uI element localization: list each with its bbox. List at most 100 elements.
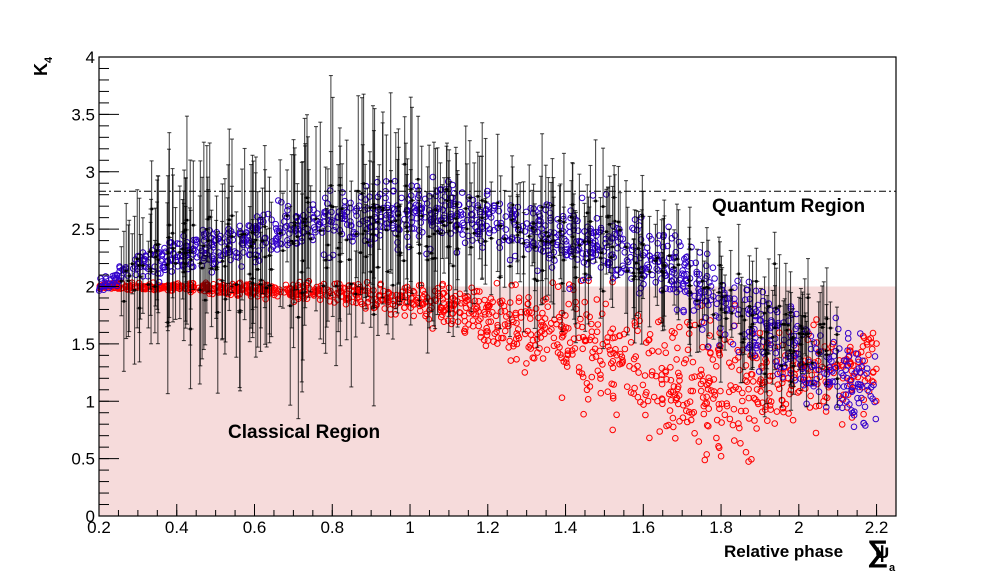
error-bar-point: [833, 306, 840, 363]
data-point: [794, 389, 802, 396]
error-bar-point: [600, 147, 607, 266]
error-bar-point: [710, 289, 717, 340]
data-point: [473, 302, 480, 310]
data-point: [840, 372, 847, 379]
data-point: [604, 388, 612, 396]
data-point: [609, 395, 617, 402]
x-axis-title-symbol: ∑: [867, 535, 888, 568]
data-point: [687, 416, 695, 424]
error-bar-point: [299, 193, 306, 393]
error-bar-point: [290, 139, 297, 349]
error-bar-point: [252, 172, 259, 308]
data-point: [785, 410, 792, 417]
data-point: [852, 350, 860, 357]
data-point: [270, 243, 277, 250]
data-point: [331, 280, 339, 288]
data-point: [512, 281, 519, 289]
data-point: [704, 344, 711, 351]
data-point: [697, 366, 705, 374]
error-bar-point: [348, 180, 355, 388]
data-point: [698, 371, 705, 378]
data-point: [592, 353, 600, 360]
data-point: [449, 317, 456, 325]
data-point: [683, 407, 690, 415]
data-point: [713, 434, 720, 442]
data-point: [465, 321, 472, 328]
x-axis-title: Relative phase ∑ ψ a: [724, 535, 896, 573]
data-point: [586, 313, 594, 321]
error-bar-point: [439, 184, 446, 260]
data-point: [860, 420, 868, 427]
error-bar-point: [727, 249, 734, 331]
error-bar-point: [364, 187, 371, 298]
error-bar-point: [471, 162, 478, 305]
error-bar-point: [164, 202, 171, 328]
data-point: [502, 213, 510, 220]
data-point: [581, 298, 589, 306]
y-tick-label: 3: [86, 163, 95, 182]
y-tick-label: 2: [86, 278, 95, 297]
error-bar-point: [815, 301, 822, 404]
data-point: [543, 346, 551, 354]
data-point: [566, 339, 574, 347]
data-point: [849, 409, 856, 417]
data-point: [155, 278, 163, 286]
data-point: [861, 403, 869, 411]
data-point: [703, 393, 711, 401]
error-bar-point: [164, 175, 171, 332]
error-bar-point: [582, 215, 589, 332]
error-bar-point: [534, 213, 541, 348]
data-point: [280, 289, 288, 296]
data-point: [212, 259, 219, 267]
y-tick-label: 4: [86, 48, 95, 67]
data-point: [513, 340, 521, 348]
data-point: [616, 360, 624, 368]
data-point: [813, 316, 820, 323]
data-point: [540, 322, 547, 329]
data-point: [656, 428, 664, 435]
data-point: [613, 411, 620, 419]
data-point: [667, 388, 675, 396]
quantum-region-label: Quantum Region: [712, 196, 865, 217]
data-point: [806, 404, 814, 411]
series-2: [118, 74, 841, 420]
error-bar-point: [221, 178, 228, 355]
data-point: [515, 298, 523, 305]
data-point: [537, 334, 545, 341]
data-point: [493, 219, 501, 227]
data-point: [229, 287, 236, 294]
data-point: [597, 389, 605, 397]
error-bar-point: [661, 199, 668, 331]
error-bar-point: [176, 185, 183, 320]
data-point: [854, 380, 862, 388]
data-point: [457, 300, 465, 307]
data-point: [857, 330, 864, 337]
data-point: [623, 326, 631, 334]
data-point: [723, 402, 731, 410]
data-point: [647, 256, 655, 263]
data-point: [607, 350, 614, 358]
data-point: [275, 197, 282, 204]
error-bar-point: [313, 126, 320, 312]
data-point: [813, 339, 821, 346]
data-point: [589, 192, 597, 199]
data-point: [273, 246, 281, 253]
data-point: [109, 281, 117, 289]
data-point: [262, 239, 270, 247]
data-point: [774, 381, 782, 389]
error-bar-point: [686, 206, 693, 292]
error-bar-point: [203, 145, 210, 314]
error-bar-point: [823, 316, 830, 386]
data-point: [483, 191, 491, 198]
data-point: [429, 173, 437, 181]
error-bar-point: [790, 337, 797, 395]
error-bar-point: [147, 221, 154, 316]
data-point: [835, 325, 842, 333]
data-point: [563, 363, 571, 370]
data-point: [755, 368, 763, 375]
data-point: [562, 356, 570, 363]
data-point: [627, 389, 635, 396]
data-point: [599, 361, 606, 368]
data-point: [865, 351, 872, 359]
data-point: [486, 229, 493, 237]
